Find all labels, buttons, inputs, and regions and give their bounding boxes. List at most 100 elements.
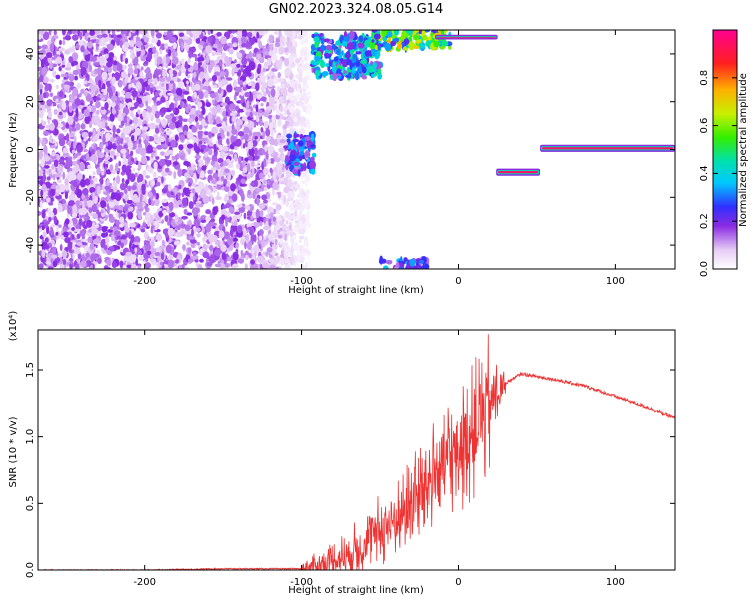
heatmap-cell	[75, 108, 79, 116]
heatmap-cell	[242, 227, 247, 236]
chart-title: GN02.2023.324.08.05.G14	[268, 2, 444, 17]
heatmap-cell	[51, 151, 56, 157]
heatmap-cell	[87, 37, 91, 43]
heatmap-cell	[59, 39, 62, 45]
heatmap-cell	[304, 174, 310, 182]
heatmap-cell	[195, 121, 200, 130]
heatmap-cell	[279, 35, 284, 45]
heatmap-cell	[198, 203, 204, 208]
heatmap-cell	[226, 131, 230, 137]
heatmap-cell	[145, 135, 150, 142]
heatmap-cell	[160, 252, 165, 260]
heatmap-cell	[208, 221, 216, 227]
heatmap-cell	[68, 249, 73, 253]
heatmap-cell	[125, 227, 130, 233]
heatmap-cell	[284, 233, 288, 242]
heatmap-cell	[153, 69, 160, 79]
heatmap-cell	[119, 137, 124, 145]
heatmap-cell	[108, 52, 115, 58]
heatmap-cell	[247, 121, 255, 128]
heatmap-cell	[158, 158, 166, 167]
heatmap-cell	[298, 239, 303, 244]
heatmap-cell	[202, 243, 207, 249]
heatmap-cell	[58, 183, 66, 193]
heatmap-cell	[83, 198, 88, 207]
heatmap-cell	[64, 218, 70, 225]
heatmap-cell	[177, 71, 182, 77]
heatmap-cell	[179, 155, 185, 160]
heatmap-cell	[311, 61, 318, 66]
heatmap-cell	[183, 160, 190, 166]
heatmap-cell	[252, 52, 256, 57]
heatmap-cell	[235, 138, 242, 147]
heatmap-cell	[74, 75, 78, 81]
heatmap-cell	[41, 210, 46, 219]
heatmap-cell	[248, 252, 252, 259]
heatmap-cell	[219, 71, 226, 77]
heatmap-cell	[243, 126, 250, 134]
heatmap-cell	[151, 261, 158, 266]
heatmap-cell	[76, 188, 82, 198]
heatmap-cell	[132, 167, 136, 172]
heatmap-cell	[129, 254, 137, 263]
heatmap-cell	[294, 183, 301, 190]
heatmap-cell	[46, 99, 53, 107]
heatmap-cell	[167, 227, 175, 237]
heatmap-cell	[199, 71, 205, 80]
heatmap-cell	[178, 32, 185, 37]
heatmap-cell	[289, 154, 296, 162]
heatmap-cell	[132, 193, 139, 203]
heatmap-cell	[236, 214, 241, 220]
heatmap-cell	[51, 254, 58, 259]
heatmap-cell	[145, 184, 149, 188]
heatmap-cell	[80, 207, 88, 215]
heatmap-cell	[155, 32, 163, 39]
heatmap-cell	[200, 118, 206, 127]
heatmap-cell	[346, 32, 350, 42]
heatmap-cell	[372, 61, 377, 69]
heatmap-cell	[42, 76, 50, 84]
heatmap-cell	[283, 145, 289, 149]
heatmap-cell	[140, 66, 144, 71]
heatmap-cell	[258, 202, 266, 210]
colorbar-tick-label: 0.2	[699, 213, 710, 229]
heatmap-cell	[171, 155, 176, 160]
heatmap-cell	[231, 30, 236, 34]
heatmap-cell	[148, 122, 156, 130]
heatmap-cell	[287, 30, 293, 39]
heatmap-cell	[242, 143, 246, 149]
colorbar-tick-label: 0.6	[699, 118, 710, 134]
heatmap-cell	[55, 225, 59, 231]
heatmap-cell	[150, 225, 154, 234]
heatmap-cell	[386, 31, 393, 38]
heatmap-cell	[127, 102, 133, 107]
heatmap-cell	[183, 208, 188, 215]
heatmap-cell	[233, 153, 238, 162]
heatmap-cell	[131, 113, 135, 119]
heatmap-cell	[229, 228, 234, 238]
heatmap-cell	[222, 110, 227, 117]
heatmap-cell	[188, 50, 193, 59]
heatmap-cell	[178, 144, 184, 151]
heatmap-cell	[50, 197, 54, 202]
heatmap-cell	[217, 43, 223, 49]
heatmap-cell	[93, 238, 101, 244]
heatmap-cell	[96, 203, 101, 208]
heatmap-cell	[164, 151, 170, 157]
heatmap-cell	[98, 79, 102, 89]
heatmap-cell	[62, 39, 66, 46]
heatmap-cell	[164, 167, 170, 173]
heatmap-cell	[181, 58, 185, 65]
heatmap-cell	[224, 262, 231, 268]
heatmap-cell	[289, 221, 293, 226]
heatmap-cell	[59, 243, 63, 252]
heatmap-cell	[99, 178, 103, 183]
heatmap-cell	[105, 132, 112, 141]
heatmap-cell	[41, 138, 46, 147]
heatmap-cell	[61, 250, 68, 258]
heatmap-cell	[193, 142, 198, 152]
heatmap-cell	[149, 214, 154, 224]
heatmap-cell	[300, 104, 306, 109]
heatmap-cell	[288, 105, 295, 114]
heatmap-cell	[236, 118, 243, 126]
